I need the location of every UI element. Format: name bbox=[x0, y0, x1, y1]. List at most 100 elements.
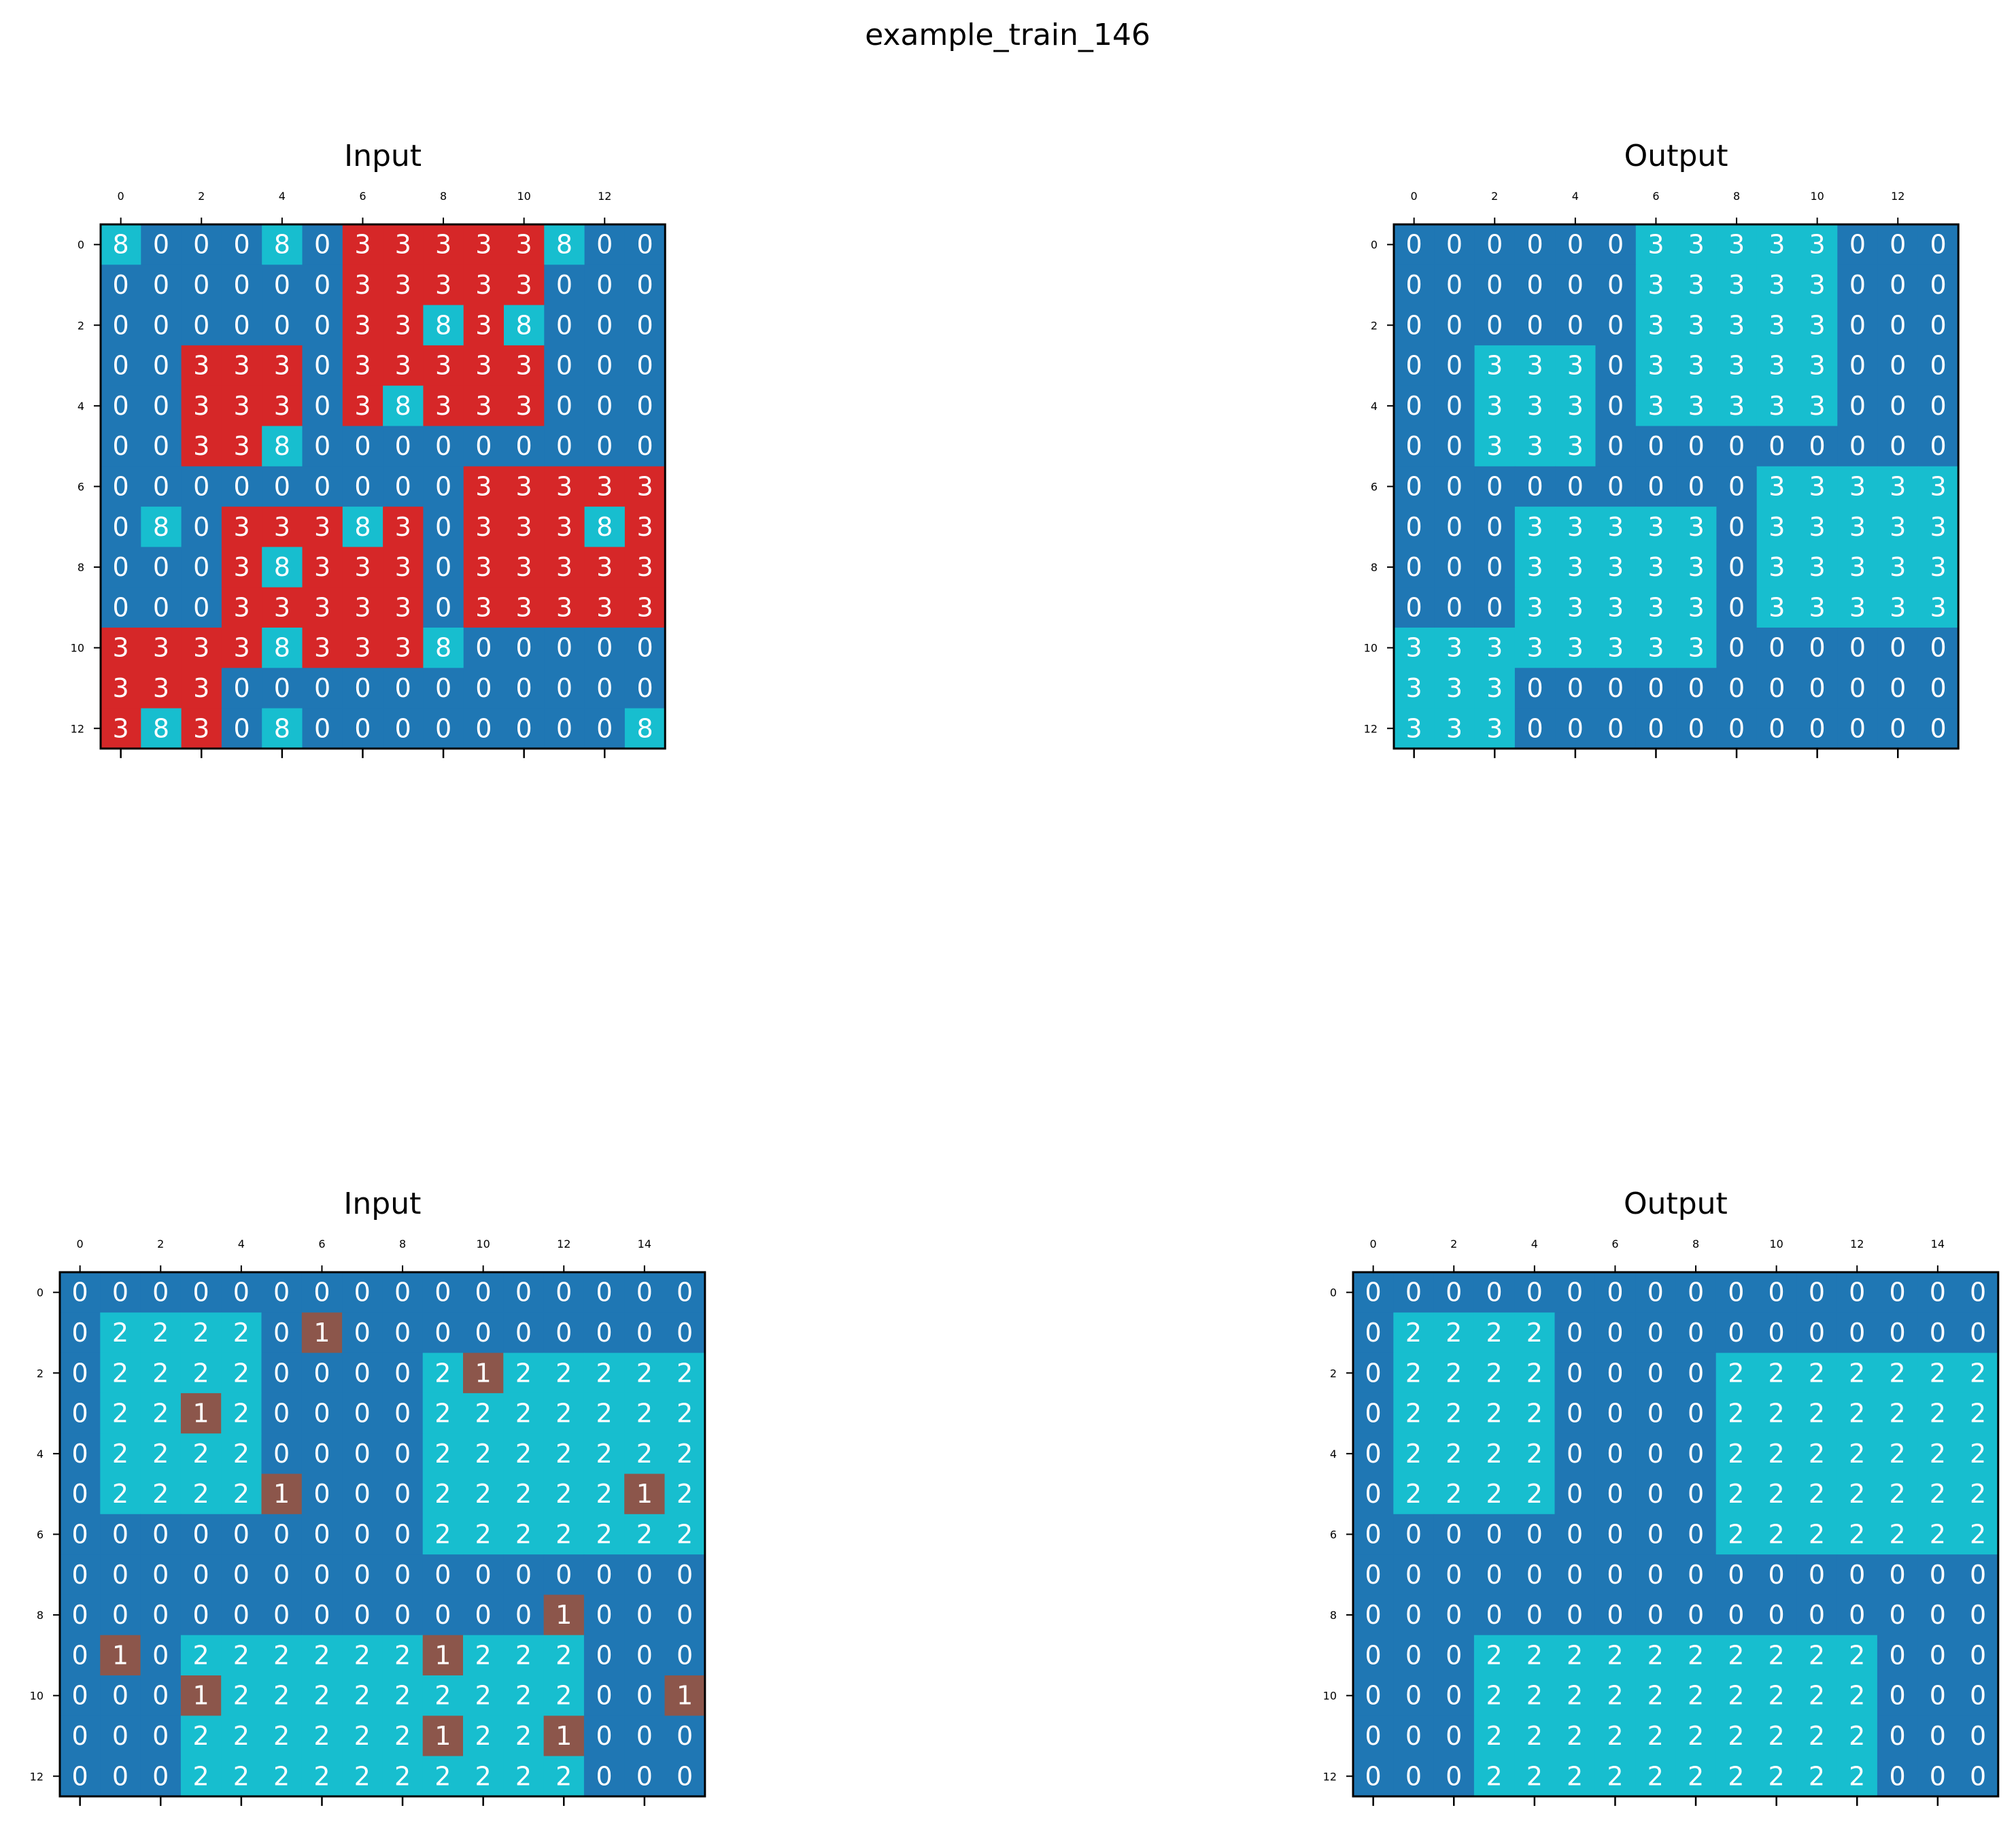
cell-value: 2 bbox=[1607, 1640, 1623, 1670]
cell-value: 2 bbox=[475, 1519, 492, 1549]
grid-cell bbox=[262, 426, 303, 467]
cell-value: 0 bbox=[1406, 310, 1422, 340]
cell-value: 3 bbox=[233, 351, 250, 381]
cell-value: 8 bbox=[113, 230, 129, 260]
grid-cell bbox=[100, 1716, 141, 1757]
grid-cell bbox=[1756, 1433, 1797, 1474]
grid-cell bbox=[1594, 1594, 1636, 1636]
cell-value: 2 bbox=[1405, 1479, 1422, 1509]
cell-value: 0 bbox=[1526, 1278, 1543, 1308]
cell-value: 0 bbox=[1446, 1721, 1462, 1751]
grid-cell bbox=[1434, 547, 1475, 588]
grid-cell bbox=[1393, 1554, 1435, 1595]
grid-cell bbox=[1917, 1756, 1958, 1797]
grid-cell bbox=[1554, 1635, 1596, 1676]
grid-cell bbox=[221, 507, 262, 547]
grid-cell bbox=[262, 265, 303, 306]
y-tick-label: 4 bbox=[37, 1448, 44, 1461]
cell-value: 0 bbox=[435, 592, 451, 622]
cell-value: 2 bbox=[192, 1640, 209, 1670]
grid-cell bbox=[1796, 1272, 1838, 1313]
cell-value: 3 bbox=[1849, 512, 1866, 542]
grid-cell bbox=[624, 547, 666, 588]
grid-cell bbox=[1473, 1594, 1515, 1636]
cell-value: 0 bbox=[273, 1439, 290, 1469]
cell-value: 0 bbox=[394, 1358, 411, 1388]
cell-value: 0 bbox=[1486, 1519, 1502, 1549]
grid-cell bbox=[1797, 507, 1838, 547]
cell-value: 2 bbox=[475, 1721, 492, 1751]
grid-cell bbox=[422, 1433, 464, 1474]
grid-cell bbox=[1474, 628, 1516, 668]
grid-cell bbox=[140, 1312, 182, 1354]
x-tick-label: 8 bbox=[1733, 190, 1740, 203]
cell-value: 0 bbox=[1446, 1519, 1462, 1549]
cell-value: 0 bbox=[1890, 351, 1906, 381]
grid-cell bbox=[301, 1514, 343, 1555]
grid-cell bbox=[302, 224, 343, 265]
cell-value: 3 bbox=[1809, 592, 1826, 622]
grid-cell bbox=[1756, 1756, 1797, 1797]
cell-value: 2 bbox=[394, 1761, 411, 1791]
grid-cell bbox=[1554, 1312, 1596, 1354]
x-tick-label: 2 bbox=[157, 1238, 164, 1250]
y-tick-label: 4 bbox=[78, 400, 84, 413]
cell-value: 0 bbox=[394, 1439, 411, 1469]
cell-value: 3 bbox=[1688, 270, 1705, 300]
grid-cell bbox=[1836, 1675, 1878, 1716]
x-tick-label: 4 bbox=[238, 1238, 245, 1250]
grid-cell bbox=[1837, 507, 1879, 547]
cell-value: 2 bbox=[434, 1519, 451, 1549]
cell-value: 0 bbox=[1607, 1358, 1623, 1388]
grid-cell bbox=[1716, 628, 1758, 668]
grid-cell bbox=[583, 1352, 625, 1394]
cell-value: 2 bbox=[1647, 1761, 1664, 1791]
cell-value: 2 bbox=[1769, 1640, 1785, 1670]
cell-value: 1 bbox=[273, 1479, 290, 1509]
cell-value: 0 bbox=[1486, 1600, 1502, 1630]
grid-cell bbox=[1393, 1635, 1435, 1676]
grid-cell bbox=[503, 1675, 545, 1716]
grid-cell bbox=[1394, 547, 1435, 588]
cell-value: 3 bbox=[1567, 431, 1584, 461]
x-tick-label: 10 bbox=[1810, 190, 1824, 203]
cell-value: 0 bbox=[1728, 1278, 1744, 1308]
grid-cell bbox=[1394, 466, 1435, 507]
grid-cell bbox=[1394, 708, 1435, 749]
cell-value: 0 bbox=[193, 230, 209, 260]
cell-value: 0 bbox=[1688, 1519, 1704, 1549]
cell-value: 2 bbox=[1849, 1399, 1865, 1429]
cell-value: 0 bbox=[1889, 1721, 1905, 1751]
cell-value: 0 bbox=[1647, 1439, 1664, 1469]
grid-cell bbox=[60, 1433, 101, 1474]
grid-cell bbox=[342, 1554, 383, 1595]
cell-value: 0 bbox=[1849, 713, 1866, 743]
grid-cell bbox=[141, 708, 182, 749]
grid-cell bbox=[140, 1473, 182, 1515]
cell-value: 2 bbox=[596, 1479, 612, 1509]
x-tick-label: 6 bbox=[359, 190, 366, 203]
cell-value: 0 bbox=[1769, 1560, 1785, 1590]
grid-cell bbox=[262, 345, 303, 386]
cell-value: 3 bbox=[556, 592, 573, 622]
grid-cell bbox=[504, 426, 545, 467]
cell-value: 3 bbox=[314, 512, 330, 542]
cell-value: 1 bbox=[677, 1681, 693, 1711]
grid-cell bbox=[101, 628, 141, 668]
grid-cell bbox=[463, 1675, 504, 1716]
grid-cell bbox=[1434, 224, 1475, 265]
grid-cell bbox=[101, 507, 141, 547]
cell-value: 3 bbox=[1890, 552, 1906, 582]
cell-value: 0 bbox=[1405, 1640, 1422, 1670]
grid-cell bbox=[262, 466, 303, 507]
grid-cell bbox=[1434, 466, 1475, 507]
grid-cell bbox=[383, 708, 424, 749]
grid-cell bbox=[1595, 587, 1637, 628]
cell-value: 0 bbox=[1365, 1560, 1382, 1590]
cell-value: 2 bbox=[1970, 1519, 1986, 1549]
grid-cell bbox=[463, 547, 505, 588]
cell-value: 0 bbox=[1849, 673, 1866, 703]
grid-cell bbox=[1474, 547, 1516, 588]
cell-value: 0 bbox=[1446, 1560, 1462, 1590]
cell-value: 3 bbox=[1688, 351, 1705, 381]
